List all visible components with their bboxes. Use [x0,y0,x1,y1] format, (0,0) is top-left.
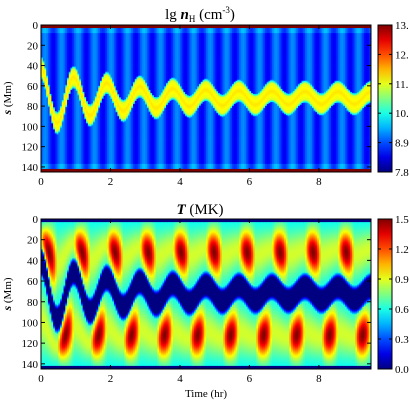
density-title-unit-open: (cm [195,7,222,23]
density-title-unit-close: ) [230,7,235,23]
density-heatmap [41,25,371,172]
density-title-variable: n [181,7,189,23]
density-title-prefix: lg [165,7,180,23]
density-title: lg nH (cm-3) [165,5,235,24]
